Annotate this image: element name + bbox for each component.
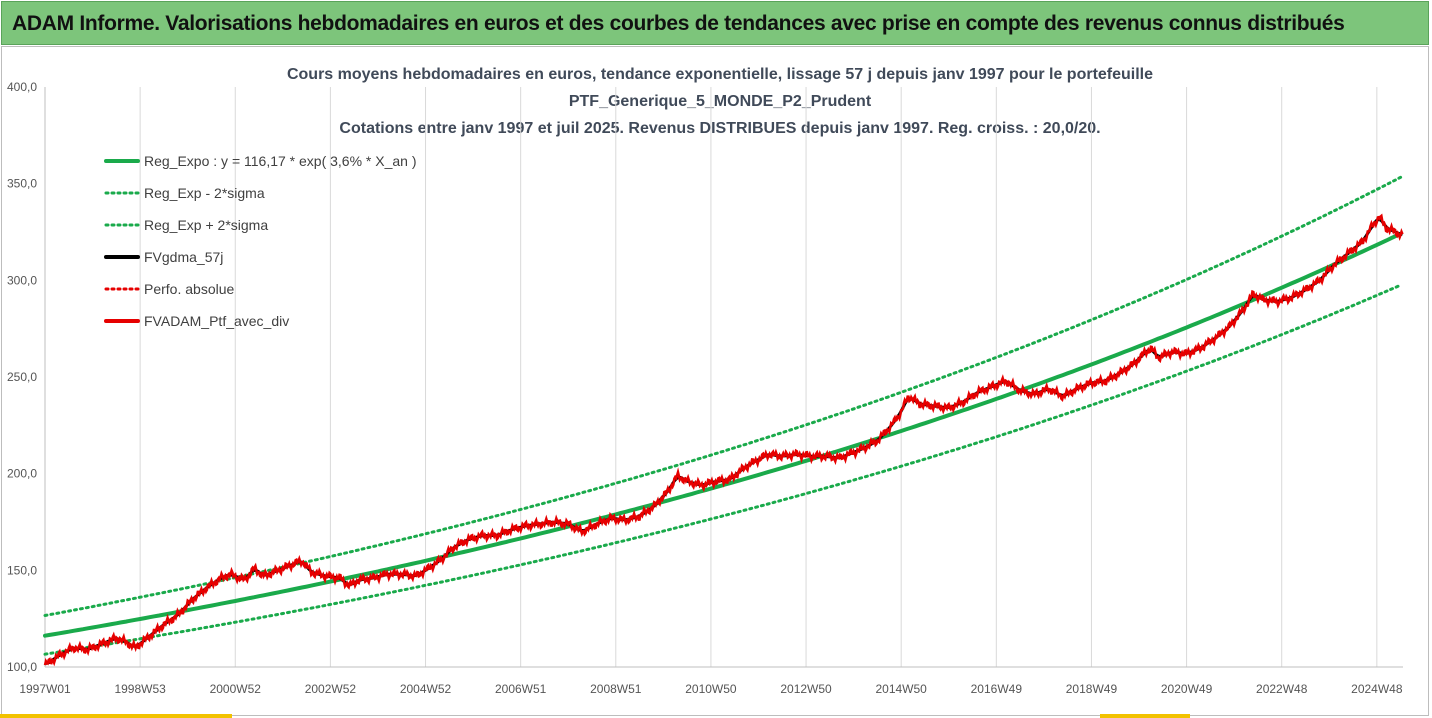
x-tick-label: 2010W50 <box>685 682 737 696</box>
trend-line-reg-expo <box>43 231 1403 638</box>
x-tick-label: 2006W51 <box>495 682 547 696</box>
chart-title-line-3: Cotations entre janv 1997 et juil 2025. … <box>339 120 1101 137</box>
header-title: ADAM Informe. Valorisations hebdomadaire… <box>12 12 1345 35</box>
bottom-accent-strip-right <box>1100 714 1190 718</box>
x-tick-label: 2016W49 <box>971 682 1023 696</box>
x-tick-label: 2000W52 <box>210 682 262 696</box>
x-tick-label: 1998W53 <box>114 682 166 696</box>
x-tick-label: 1997W01 <box>19 682 71 696</box>
y-tick-label: 300,0 <box>7 273 37 287</box>
legend-label: Reg_Exp + 2*sigma <box>144 217 268 233</box>
legend-label: Reg_Expo : y = 116,17 * exp( 3,6% * X_an… <box>144 153 417 169</box>
x-tick-label: 2008W51 <box>590 682 642 696</box>
legend-label: Reg_Exp - 2*sigma <box>144 185 265 201</box>
y-tick-label: 250,0 <box>7 370 37 384</box>
bottom-accent-strip <box>0 714 232 718</box>
x-tick-label: 2012W50 <box>780 682 832 696</box>
price-line-fvadam-ptf <box>43 213 1404 667</box>
y-tick-label: 350,0 <box>7 177 37 191</box>
x-tick-label: 2004W52 <box>400 682 452 696</box>
y-tick-label: 150,0 <box>7 563 37 577</box>
legend-label: Perfo. absolue <box>144 281 234 297</box>
chart-title-line-2: PTF_Generique_5_MONDE_P2_Prudent <box>568 93 872 110</box>
x-tick-label: 2014W50 <box>875 682 927 696</box>
x-tick-label: 2024W48 <box>1351 682 1403 696</box>
header-banner: ADAM Informe. Valorisations hebdomadaire… <box>1 1 1429 45</box>
x-tick-label: 2018W49 <box>1066 682 1118 696</box>
y-tick-label: 100,0 <box>7 660 37 674</box>
x-tick-label: 2002W52 <box>305 682 357 696</box>
y-tick-label: 400,0 <box>7 80 37 94</box>
trend-line-plus-2-sigma <box>43 175 1403 617</box>
x-tick-label: 2022W48 <box>1256 682 1308 696</box>
trend-line-minus-2-sigma <box>43 283 1403 656</box>
chart-frame <box>1 46 1429 716</box>
chart-title-line-1: Cours moyens hebdomadaires en euros, ten… <box>286 66 1154 83</box>
y-tick-label: 200,0 <box>7 467 37 481</box>
legend-label: FVADAM_Ptf_avec_div <box>144 313 289 329</box>
x-tick-label: 2020W49 <box>1161 682 1213 696</box>
legend-label: FVgdma_57j <box>144 249 223 265</box>
